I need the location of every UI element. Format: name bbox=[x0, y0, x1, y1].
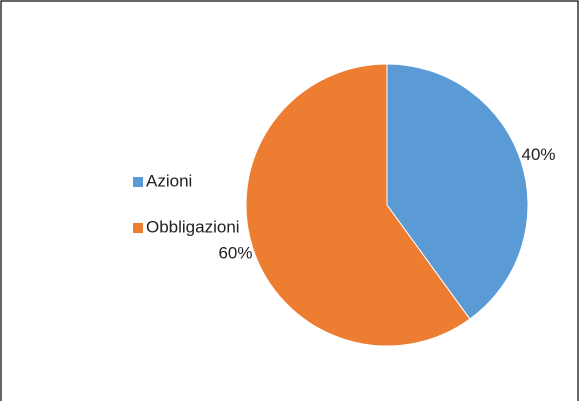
legend-label: Azioni bbox=[146, 171, 192, 190]
legend-swatch bbox=[133, 177, 143, 187]
data-label: 40% bbox=[522, 145, 556, 164]
legend-label: Obbligazioni bbox=[146, 217, 240, 236]
data-label: 60% bbox=[218, 244, 252, 263]
legend-swatch bbox=[133, 223, 143, 233]
pie-slice bbox=[386, 63, 529, 320]
pie-slice bbox=[245, 63, 471, 347]
